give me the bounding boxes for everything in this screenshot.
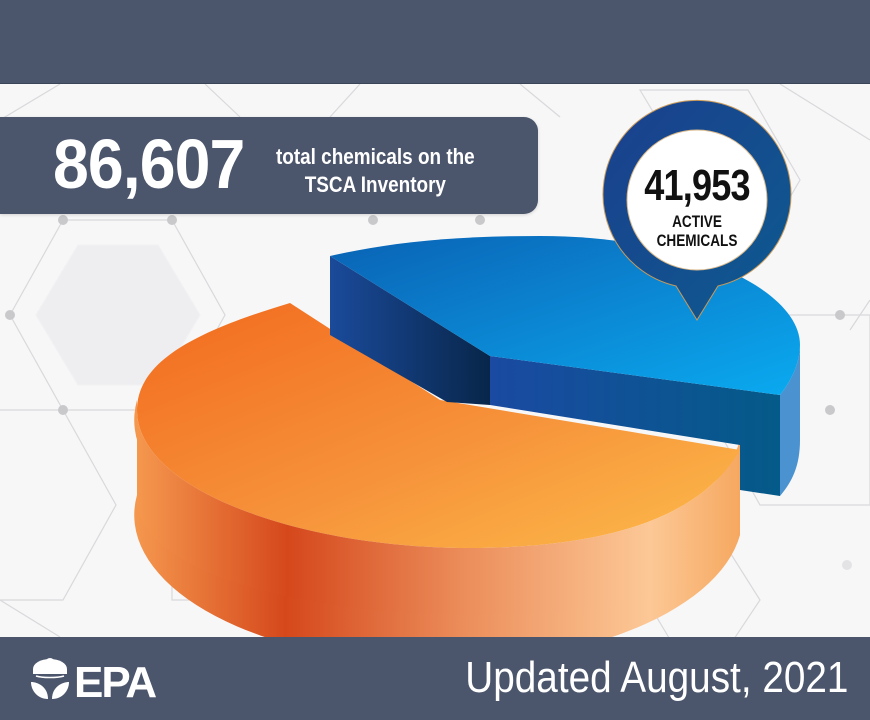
- description-line-2: TSCA Inventory: [304, 172, 446, 197]
- header-band: [0, 0, 870, 84]
- svg-text:EPA: EPA: [74, 658, 156, 701]
- active-chemicals-count: 41,953: [644, 161, 750, 210]
- active-chemicals-label: ACTIVE CHEMICALS: [625, 212, 769, 250]
- total-chemicals-count: 86,607: [53, 125, 245, 203]
- total-chemicals-banner: [0, 117, 538, 214]
- hexagon-background-pattern: [0, 84, 870, 637]
- description-line-1: total chemicals on the: [275, 144, 475, 169]
- active-chemicals-pin: [602, 99, 792, 321]
- total-chemicals-description: total chemicals on the TSCA Inventory: [270, 143, 481, 199]
- pin-label-line-1: ACTIVE: [672, 212, 722, 231]
- epa-flower-icon: [31, 658, 69, 699]
- epa-logo: EPA: [31, 658, 158, 701]
- inactive-chemicals-slice: [134, 303, 741, 664]
- pin-label-line-2: CHEMICALS: [656, 231, 738, 250]
- footer-band: [0, 637, 870, 720]
- updated-date: Updated August, 2021: [464, 653, 848, 702]
